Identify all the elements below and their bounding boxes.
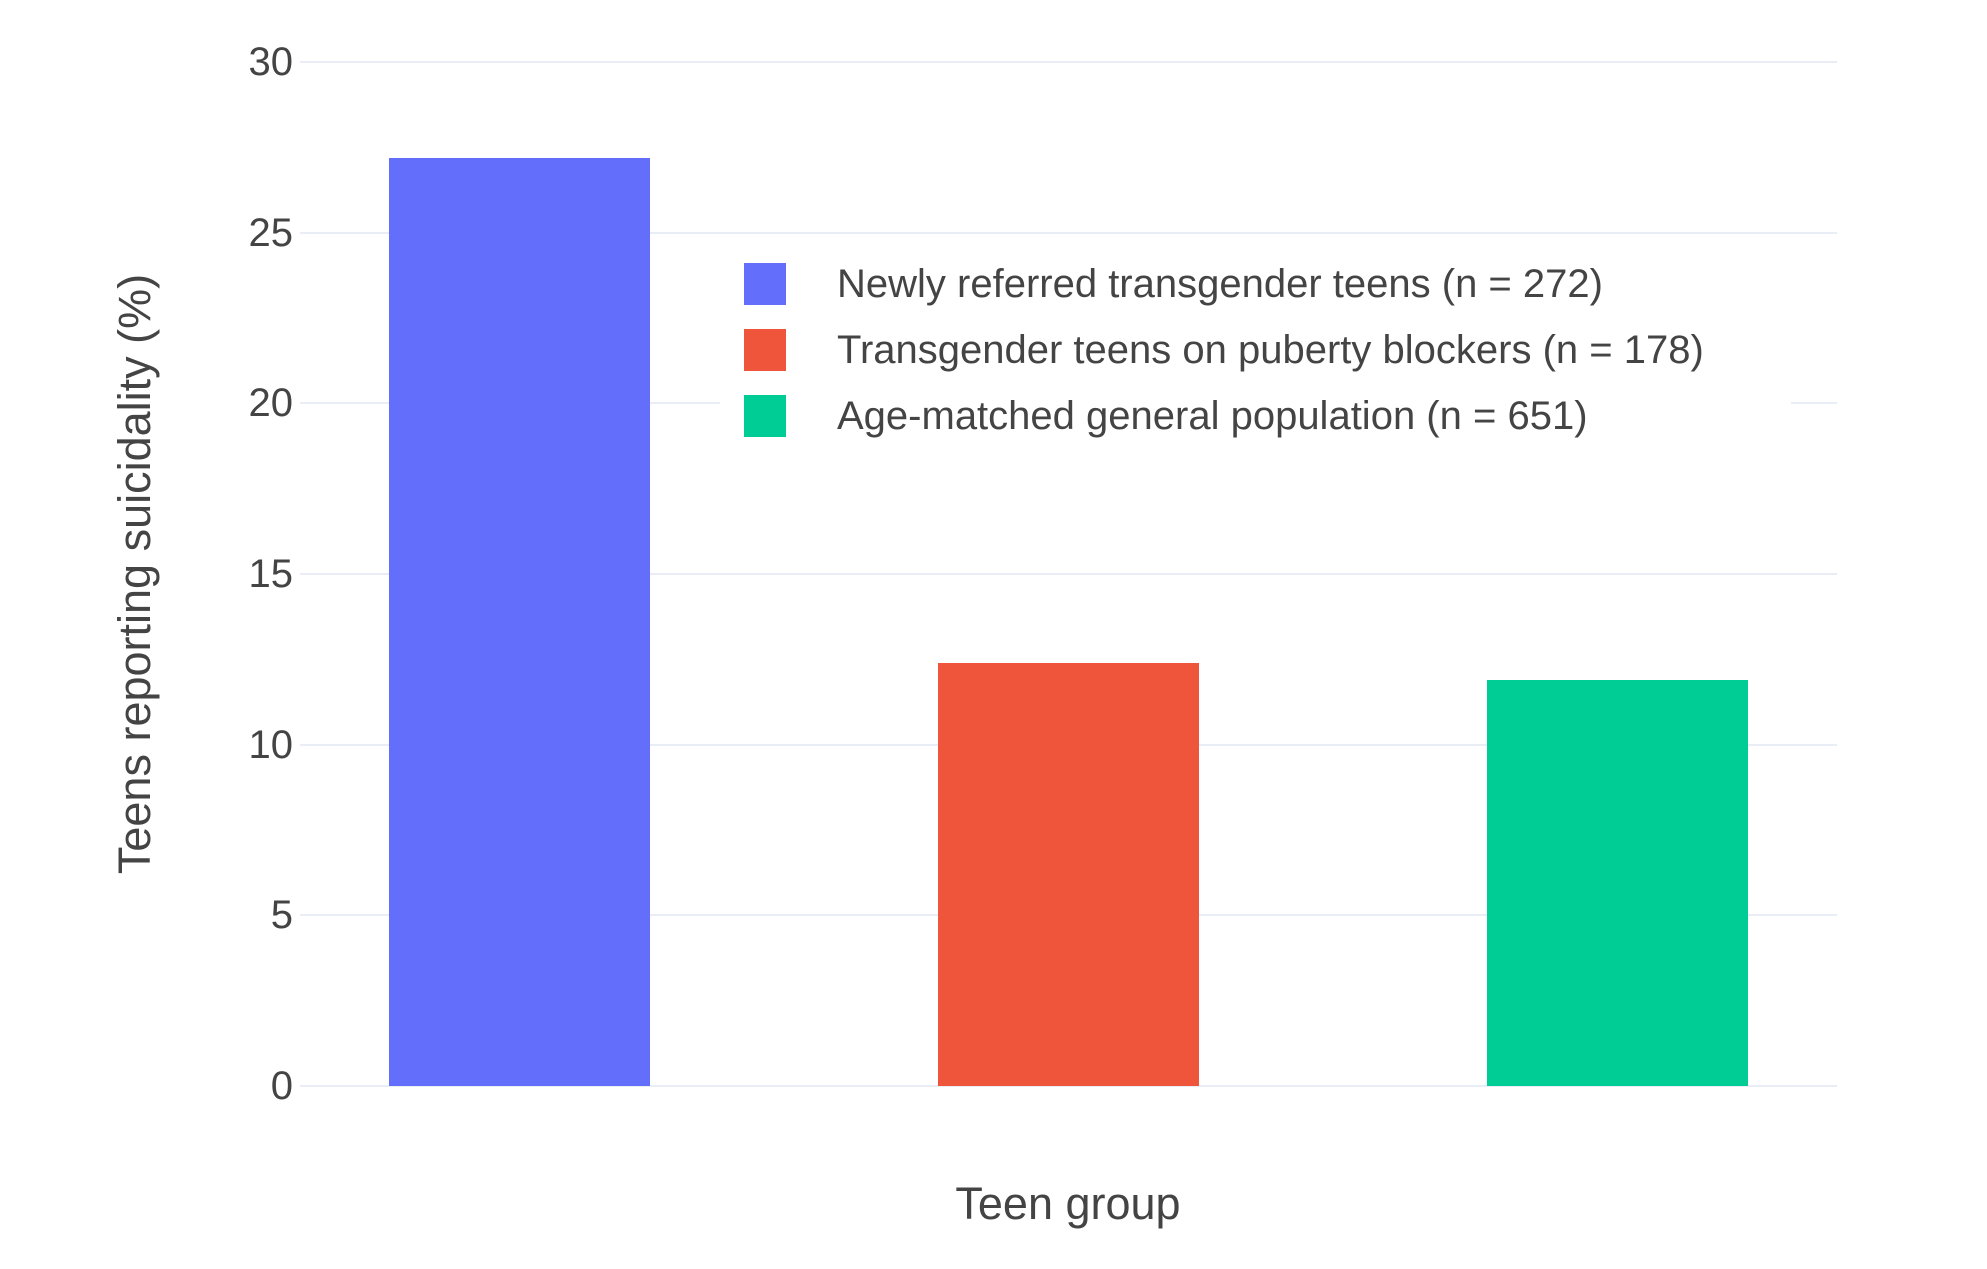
- y-tick-label-25: 25: [248, 210, 294, 255]
- gridline-y-15: [300, 573, 1837, 575]
- legend-swatch-icon: [744, 329, 786, 371]
- y-tick-label-30: 30: [248, 40, 294, 84]
- y-tick-label-10: 10: [248, 722, 294, 767]
- legend: Newly referred transgender teens (n = 27…: [720, 245, 1791, 455]
- legend-swatch-icon: [744, 395, 786, 437]
- gridline-y-30: [300, 61, 1837, 63]
- y-tick-label-0: 0: [270, 1064, 293, 1108]
- legend-item-label: Transgender teens on puberty blockers (n…: [837, 327, 1704, 372]
- y-tick-label-20: 20: [248, 381, 294, 426]
- legend-item-2[interactable]: Transgender teens on puberty blockers (n…: [720, 317, 1791, 383]
- legend-item-label: Age-matched general population (n = 651): [837, 393, 1588, 438]
- legend-item-1[interactable]: Newly referred transgender teens (n = 27…: [720, 251, 1791, 317]
- legend-swatch-icon: [744, 263, 786, 305]
- gridline-y-0: [300, 1085, 1837, 1087]
- gridline-y-25: [300, 231, 1837, 234]
- legend-item-label: Newly referred transgender teens (n = 27…: [837, 261, 1603, 306]
- y-tick-label-5: 5: [270, 893, 293, 938]
- bar-2[interactable]: [938, 662, 1199, 1086]
- y-tick-label-15: 15: [248, 552, 294, 596]
- bar-1[interactable]: [389, 157, 650, 1086]
- bar-3[interactable]: [1487, 679, 1748, 1086]
- y-axis-title: Teens reporting suicidality (%): [109, 273, 160, 875]
- legend-item-3[interactable]: Age-matched general population (n = 651): [720, 383, 1791, 449]
- x-axis-title: Teen group: [955, 1178, 1181, 1229]
